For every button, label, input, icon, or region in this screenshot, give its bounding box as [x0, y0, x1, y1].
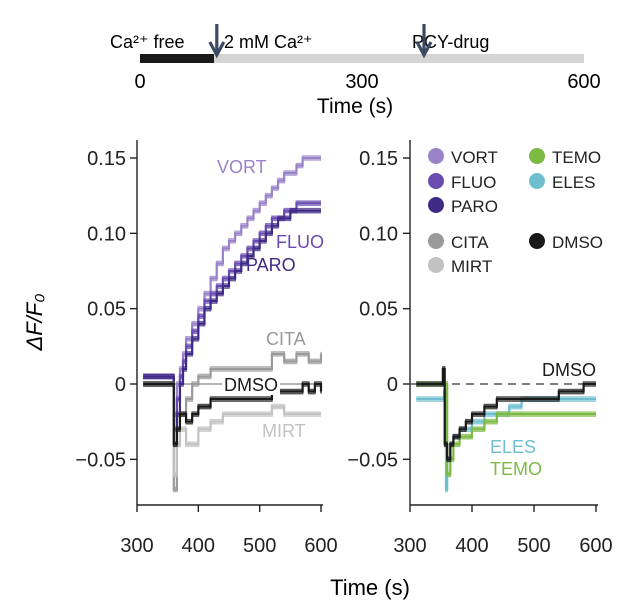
legend-item-vort: VORT	[428, 148, 498, 167]
legend-marker	[428, 197, 444, 213]
annotation-dmso: DMSO	[224, 375, 278, 395]
legend-item-cita: CITA	[428, 233, 489, 252]
annotation-cita: CITA	[266, 329, 306, 349]
arrow-down-icon	[208, 24, 226, 59]
y-tick-label: 0.15	[87, 148, 126, 170]
timeline-label-drug: PCY-drug	[412, 32, 489, 52]
legend-label: DMSO	[552, 233, 603, 252]
legend-item-dmso: DMSO	[529, 233, 603, 252]
x-tick-label: 300	[120, 535, 153, 557]
series-line-dmso	[143, 385, 322, 448]
y-axis-label: ΔF/F₀	[22, 293, 47, 351]
legend-marker	[428, 173, 444, 189]
timeline-label-2mm-ca: 2 mM Ca²⁺	[224, 32, 313, 52]
timeline-tick-label: 300	[345, 71, 378, 93]
y-tick-label: −0.05	[75, 449, 126, 471]
legend-label: TEMO	[552, 148, 601, 167]
series-line-dmso	[143, 382, 323, 446]
left-annotations: VORT FLUO PARO CITA DMSO MIRT	[217, 157, 324, 441]
series-line-paro	[143, 211, 321, 448]
x-tick-label: 400	[455, 535, 488, 557]
timeline-tick-label: 600	[567, 71, 600, 93]
timeline-tick-label: 0	[134, 71, 145, 93]
legend: VORT FLUO PARO CITA MIRT TEMO ELES DMSO	[428, 148, 603, 276]
legend-marker	[529, 148, 545, 164]
legend-item-eles: ELES	[529, 173, 595, 192]
x-tick-label: 400	[182, 535, 215, 557]
annotation-mirt: MIRT	[262, 421, 306, 441]
legend-marker	[529, 173, 545, 189]
label-backdrop	[540, 360, 598, 380]
legend-label: MIRT	[451, 257, 492, 276]
legend-marker	[428, 257, 444, 273]
annotation-dmso: DMSO	[542, 360, 596, 380]
timeline-bar	[140, 54, 584, 63]
label-backdrop	[222, 375, 280, 395]
annotation-fluo: FLUO	[276, 232, 324, 252]
annotation-vort: VORT	[217, 157, 267, 177]
legend-item-temo: TEMO	[529, 148, 601, 167]
y-tick-label: −0.05	[347, 449, 398, 471]
arrow-down-icon	[415, 24, 433, 59]
x-tick-label: 300	[393, 535, 426, 557]
timeline-label-ca-free: Ca²⁺ free	[110, 32, 185, 52]
chart-right: 0.15 0.10 0.05 0 −0.05 300 400 500 600	[347, 140, 613, 557]
chart-left: 0.15 0.10 0.05 0 −0.05 300 400 500 600	[75, 140, 338, 557]
legend-marker	[428, 148, 444, 164]
series-line-dmso	[416, 370, 596, 463]
series-line-temo	[416, 385, 596, 478]
legend-label: FLUO	[451, 173, 496, 192]
legend-marker	[428, 233, 444, 249]
x-tick-label: 500	[243, 535, 276, 557]
x-axis-label: Time (s)	[330, 575, 410, 600]
right-annotations: DMSO ELES TEMO	[490, 360, 598, 479]
legend-label: ELES	[552, 173, 595, 192]
series-line-mirt	[143, 385, 321, 478]
annotation-paro: PARO	[246, 255, 296, 275]
y-tick-label: 0	[115, 374, 126, 396]
y-tick-label: 0.10	[359, 223, 398, 245]
y-tick-label: 0.15	[359, 148, 398, 170]
legend-item-fluo: FLUO	[428, 173, 496, 192]
timeline-black-segment	[140, 54, 214, 63]
y-tick-label: 0	[387, 374, 398, 396]
annotation-temo: TEMO	[490, 459, 542, 479]
series-line-cita	[143, 351, 322, 489]
x-tick-label: 600	[304, 535, 337, 557]
legend-label: VORT	[451, 148, 498, 167]
x-tick-label: 500	[517, 535, 550, 557]
legend-marker	[529, 233, 545, 249]
annotation-eles: ELES	[490, 437, 536, 457]
series-line-dmso	[143, 381, 322, 444]
legend-item-mirt: MIRT	[428, 257, 492, 276]
timeline-xlabel: Time (s)	[317, 95, 393, 118]
legend-item-paro: PARO	[428, 197, 498, 216]
x-tick-label: 600	[579, 535, 612, 557]
y-tick-label: 0.05	[359, 299, 398, 321]
legend-label: CITA	[451, 233, 489, 252]
legend-label: PARO	[451, 197, 498, 216]
y-tick-label: 0.05	[87, 299, 126, 321]
timeline: Ca²⁺ free 2 mM Ca²⁺ PCY-drug 0 300 600 T…	[110, 24, 601, 118]
y-tick-label: 0.10	[87, 223, 126, 245]
